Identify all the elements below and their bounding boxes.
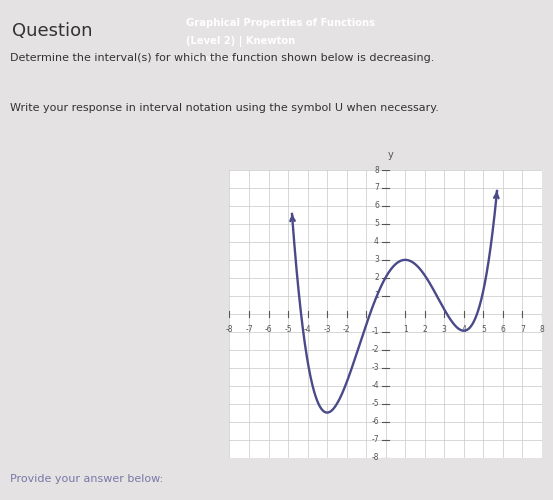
Text: Provide your answer below:: Provide your answer below: (10, 474, 163, 484)
Text: 7: 7 (520, 326, 525, 334)
Text: -5: -5 (371, 399, 379, 408)
Text: 8: 8 (374, 166, 379, 174)
Text: -6: -6 (371, 417, 379, 426)
Text: 1: 1 (374, 292, 379, 300)
Text: 5: 5 (481, 326, 486, 334)
Text: 8: 8 (540, 326, 544, 334)
Text: -2: -2 (343, 326, 351, 334)
Text: -6: -6 (265, 326, 273, 334)
Text: -5: -5 (284, 326, 292, 334)
Text: -7: -7 (245, 326, 253, 334)
Text: Graphical Properties of Functions: Graphical Properties of Functions (186, 18, 375, 28)
Text: knewton.com: knewton.com (186, 54, 249, 62)
Text: -3: -3 (371, 363, 379, 372)
Text: -1: -1 (372, 327, 379, 336)
Text: 3: 3 (442, 326, 447, 334)
Text: 6: 6 (500, 326, 505, 334)
Text: 3: 3 (374, 256, 379, 264)
Text: 5: 5 (374, 220, 379, 228)
Text: 4: 4 (461, 326, 466, 334)
Text: -8: -8 (226, 326, 233, 334)
Text: 4: 4 (374, 238, 379, 246)
Text: -4: -4 (304, 326, 311, 334)
Text: -4: -4 (371, 381, 379, 390)
Text: 1: 1 (403, 326, 408, 334)
Text: y: y (388, 150, 394, 160)
Text: 7: 7 (374, 184, 379, 192)
Text: Write your response in interval notation using the symbol U when necessary.: Write your response in interval notation… (10, 103, 439, 113)
Text: (Level 2) | Knewton: (Level 2) | Knewton (186, 36, 295, 48)
Text: 2: 2 (422, 326, 427, 334)
Text: 6: 6 (374, 202, 379, 210)
Text: -2: -2 (372, 345, 379, 354)
Text: -8: -8 (372, 453, 379, 462)
Text: -7: -7 (371, 435, 379, 444)
Text: 2: 2 (374, 274, 379, 282)
Text: -3: -3 (324, 326, 331, 334)
Text: Question: Question (12, 22, 92, 40)
Text: Determine the interval(s) for which the function shown below is decreasing.: Determine the interval(s) for which the … (10, 53, 434, 63)
